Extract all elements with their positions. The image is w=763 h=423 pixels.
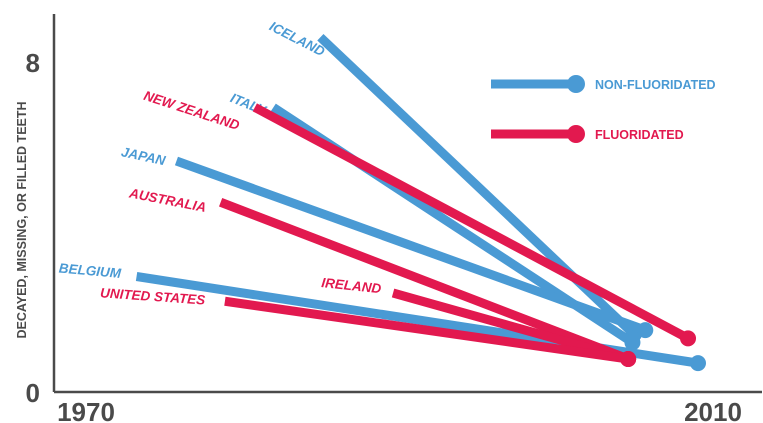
country-label: IRELAND	[321, 275, 382, 296]
x-tick-label: 2010	[684, 397, 742, 423]
country-label: ICELAND	[267, 19, 327, 60]
series-end-point	[624, 334, 641, 351]
series-end-point	[690, 355, 706, 372]
country-label: AUSTRALIA	[127, 185, 207, 215]
x-tick-label: 1970	[57, 397, 115, 423]
country-label: BELGIUM	[58, 261, 122, 281]
country-label: NEW ZEALAND	[142, 88, 242, 133]
chart-axes: 0 8 1970 2010 DECAYED, MISSING, OR FILLED TE…	[15, 14, 762, 423]
legend-swatch-dot	[567, 75, 585, 93]
series-end-point	[637, 322, 654, 339]
y-tick-label: 8	[26, 48, 40, 78]
series-line	[224, 296, 629, 364]
y-axis-label: DECAYED, MISSING, OR FILLED TEETH	[15, 101, 29, 338]
series-line	[219, 198, 630, 364]
series-end-point	[620, 351, 637, 367]
chart-legend: NON-FLUORIDATED FLUORIDATED	[491, 75, 716, 143]
legend-label: NON-FLUORIDATED	[595, 78, 716, 92]
series-end-point	[680, 330, 697, 347]
series-line	[252, 103, 691, 343]
legend-label: FLUORIDATED	[595, 128, 684, 142]
country-label: JAPAN	[120, 144, 167, 168]
series-line	[174, 156, 647, 335]
series-united-states: UNITED STATES	[100, 285, 637, 367]
series-line	[391, 288, 630, 364]
country-label: UNITED STATES	[100, 285, 206, 307]
legend-swatch-dot	[567, 125, 585, 143]
y-tick-label: 0	[26, 378, 40, 408]
